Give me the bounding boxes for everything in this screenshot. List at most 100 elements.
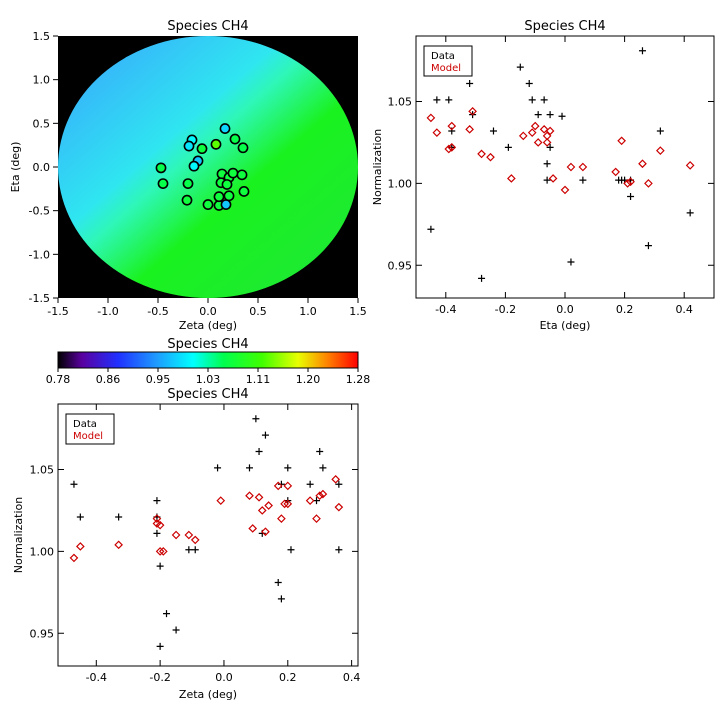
map-title: Species CH4 — [167, 19, 248, 34]
eta-plot-model-point — [444, 144, 454, 154]
zeta-plot-data-point — [319, 464, 327, 472]
eta-plot-model-point — [685, 161, 695, 170]
colorbar-tick-label: 0.86 — [96, 373, 121, 386]
zeta-plot-model-point — [114, 540, 123, 550]
map-station-marker — [188, 160, 200, 172]
colorbar-gradient — [57, 351, 359, 369]
zeta-plot-xtick-label: 0.0 — [215, 671, 233, 684]
zeta-plot-xlabel: Zeta (deg) — [179, 688, 237, 701]
zeta-plot-model-point — [171, 530, 181, 540]
zeta-plot-model-point — [334, 502, 344, 512]
eta-plot-data-point — [504, 143, 512, 151]
eta-plot-xtick-label: -0.2 — [495, 303, 516, 316]
eta-plot-data-point — [638, 47, 646, 55]
zeta-plot-model-point — [257, 506, 267, 515]
eta-plot-marks — [426, 47, 695, 282]
eta-plot-ylabel: Normalization — [371, 129, 384, 205]
eta-plot-data-point — [644, 242, 652, 250]
eta-plot-data-point — [466, 79, 474, 87]
eta-plot-xtick-label: 0.2 — [616, 303, 634, 316]
zeta-plot-data-point — [76, 513, 84, 521]
eta-legend-box — [423, 45, 473, 77]
eta-plot-data-point — [427, 225, 435, 233]
zeta-plot-model-point — [155, 520, 165, 530]
zeta-plot-data-point — [316, 447, 324, 455]
zeta-plot-marks — [69, 415, 344, 650]
zeta-plot-data-point — [287, 546, 295, 554]
map-xtick-label: -1.0 — [97, 305, 118, 318]
eta-plot-model-point — [560, 185, 570, 195]
zeta-plot-model-point — [190, 535, 200, 545]
eta-legend-data: Data — [431, 51, 455, 62]
zeta-plot-data-point — [185, 546, 193, 554]
zeta-plot-data-point — [277, 595, 285, 603]
zeta-plot-data-point — [156, 562, 164, 570]
eta-plot-model-point — [548, 174, 558, 183]
zeta-plot-model-point — [315, 491, 325, 501]
map-ylabel: Eta (deg) — [9, 142, 22, 193]
eta-plot-model-point — [477, 149, 486, 159]
eta-legend-model: Model — [431, 63, 461, 74]
eta-plot-frame — [415, 35, 715, 299]
eta-plot-data-point — [579, 176, 587, 184]
zeta-plot-data-point — [284, 464, 292, 472]
eta-plot-model-point — [530, 121, 540, 131]
eta-plot-xlabel: Eta (deg) — [540, 319, 591, 332]
zeta-plot-model-point — [75, 542, 85, 551]
map-station-marker — [157, 178, 169, 189]
eta-plot-xtick-label: 0.0 — [556, 303, 574, 316]
zeta-plot-model-point — [280, 499, 289, 509]
zeta-plot-data-point — [255, 447, 263, 455]
zeta-plot-model-point — [331, 474, 341, 484]
zeta-plot-ytick-label: 1.05 — [30, 464, 55, 477]
eta-plot-model-point — [486, 152, 495, 162]
eta-plot-data-point — [546, 111, 554, 119]
eta-plot-data-point — [546, 143, 554, 151]
eta-plot-data-point — [478, 274, 486, 282]
map-xtick-label: 1.5 — [349, 305, 367, 318]
eta-plot-data-point — [567, 258, 575, 266]
eta-plot-xtick-label: 0.4 — [675, 303, 693, 316]
eta-plot-data-point — [528, 96, 536, 104]
zeta-plot-model-point — [273, 481, 283, 491]
zeta-plot-legend: Data Model — [65, 413, 115, 445]
zeta-plot-xtick-label: -0.2 — [149, 671, 170, 684]
zeta-plot-data-point — [115, 513, 123, 521]
zeta-plot: Species CH4 -0.4 -0.2 0.0 0.2 0.4 0.95 1.00 1.0… — [12, 387, 360, 701]
eta-plot-data-point — [627, 192, 635, 200]
eta-plot-ytick-label: 1.00 — [388, 177, 413, 190]
eta-plot-model-point — [447, 121, 457, 131]
zeta-plot-model-point — [152, 514, 162, 523]
eta-plot-model-point — [542, 138, 552, 147]
zeta-legend-data: Data — [73, 419, 97, 430]
colorbar-tick-label: 0.78 — [46, 373, 71, 386]
eta-plot-model-point — [527, 128, 537, 137]
map-panel: Species CH4 -1.5 -1.0 -0.5 0.0 0.5 1.0 1.5-1.5… — [9, 19, 367, 332]
eta-plot-model-point — [656, 146, 665, 155]
eta-plot-model-point — [623, 179, 632, 188]
zeta-plot-xtick-label: 0.4 — [343, 671, 361, 684]
map-ytick-label: 1.5 — [33, 30, 51, 43]
zeta-plot-data-point — [274, 578, 282, 586]
zeta-plot-axes: -0.4 -0.2 0.0 0.2 0.4 0.95 1.00 1.05 — [30, 404, 361, 684]
eta-plot-data-point — [543, 160, 551, 168]
eta-plot-model-point — [545, 126, 555, 136]
eta-plot-legend: Data Model — [423, 45, 473, 77]
eta-plot-ytick-label: 0.95 — [388, 259, 413, 272]
map-station-marker — [220, 199, 232, 210]
zeta-plot-ylabel: Normalization — [12, 497, 25, 573]
eta-plot-ytick-label: 1.05 — [388, 96, 413, 109]
map-ytick-label: 0.0 — [33, 161, 51, 174]
zeta-plot-model-point — [158, 547, 168, 556]
zeta-plot-data-point — [306, 480, 314, 488]
eta-plot-data-point — [433, 96, 441, 104]
eta-plot-model-point — [566, 162, 576, 172]
eta-plot-model-point — [432, 128, 442, 137]
zeta-plot-data-point — [214, 464, 222, 472]
colorbar: Species CH4 0.78 0.86 0.95 1.03 1.11 1.20 1.28 — [46, 337, 371, 386]
zeta-plot-model-point — [305, 496, 315, 505]
eta-plot-model-point — [447, 143, 457, 152]
map-ytick-label: 0.5 — [33, 117, 51, 130]
colorbar-tick-label: 1.28 — [346, 373, 371, 386]
